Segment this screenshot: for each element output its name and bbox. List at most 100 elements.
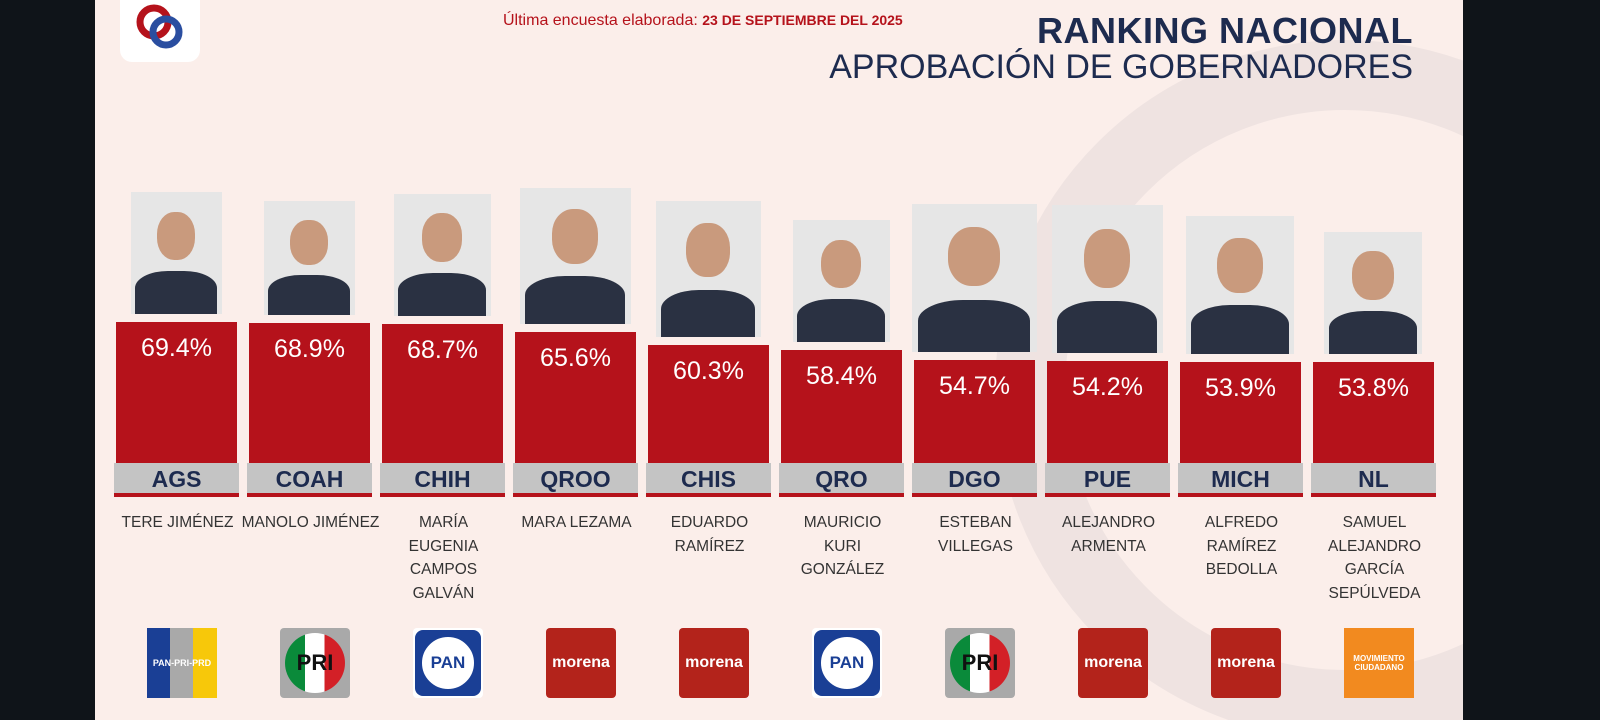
face bbox=[1217, 237, 1263, 293]
suit bbox=[917, 299, 1031, 352]
bar-value-label: 53.8% bbox=[1338, 373, 1409, 402]
state-label: PUE bbox=[1045, 463, 1170, 497]
state-label: COAH bbox=[247, 463, 372, 497]
pri-emblem: PRI bbox=[950, 633, 1010, 693]
bar-value-label: 65.6% bbox=[540, 343, 611, 372]
bar-value-label: 54.7% bbox=[939, 371, 1010, 400]
governor-photo bbox=[655, 201, 761, 338]
face bbox=[156, 211, 196, 261]
bar: 68.7% bbox=[382, 323, 503, 463]
governor-name: TERE JIMÉNEZ bbox=[121, 514, 234, 531]
governor-photo bbox=[519, 187, 631, 324]
governor-photo bbox=[1324, 231, 1422, 354]
face bbox=[289, 219, 329, 266]
pan-emblem: PAN bbox=[415, 630, 481, 696]
face bbox=[947, 227, 1001, 287]
governor-photo bbox=[1051, 204, 1163, 353]
bar: 54.7% bbox=[914, 359, 1035, 463]
survey-date-line: Última encuesta elaborada: 23 DE SEPTIEM… bbox=[503, 12, 903, 30]
governor-name: ESTEBAN VILLEGAS bbox=[938, 514, 1013, 555]
bar: 60.3% bbox=[648, 345, 769, 463]
face bbox=[820, 239, 862, 289]
pri-emblem: PRI bbox=[285, 633, 345, 693]
bar: 53.9% bbox=[1180, 361, 1301, 463]
brand-logo-icon bbox=[136, 4, 183, 49]
governor-name: SAMUEL ALEJANDRO GARCÍA SEPÚLVEDA bbox=[1327, 514, 1422, 602]
column-chis: 60.3% CHIS EDUARDO RAMÍREZ morena bbox=[627, 0, 771, 720]
state-label: MICH bbox=[1178, 463, 1303, 497]
state-label: AGS bbox=[114, 463, 239, 497]
face bbox=[421, 213, 463, 263]
column-coah: 68.9% COAH MANOLO JIMÉNEZ PRI bbox=[228, 0, 379, 720]
pan-emblem-circle: PAN bbox=[419, 634, 477, 692]
bar-value-label: 58.4% bbox=[806, 362, 877, 391]
bar: 53.8% bbox=[1313, 361, 1434, 463]
bar-value-label: 68.9% bbox=[274, 335, 345, 364]
column-nl: 53.8% NL SAMUEL ALEJANDRO GARCÍA SEPÚLVEDA… bbox=[1292, 0, 1436, 720]
bar: 68.9% bbox=[249, 323, 370, 463]
governor-name: EDUARDO RAMÍREZ bbox=[670, 514, 749, 555]
column-mich: 53.9% MICH ALFREDO RAMÍREZ BEDOLLA morena bbox=[1159, 0, 1303, 720]
page-subtitle: APROBACIÓN DE GOBERNADORES bbox=[829, 48, 1413, 86]
bar-value-label: 54.2% bbox=[1072, 372, 1143, 401]
governor-name: MARÍA EUGENIA CAMPOS GALVÁN bbox=[408, 514, 479, 602]
party-logo-pri: PRI bbox=[280, 628, 350, 698]
pan-emblem-circle: PAN bbox=[818, 634, 876, 692]
page-title: RANKING NACIONAL bbox=[1037, 10, 1413, 51]
infographic: Última encuesta elaborada: 23 DE SEPTIEM… bbox=[95, 0, 1463, 720]
suit bbox=[135, 271, 217, 314]
party-logo-pan: PAN bbox=[812, 628, 882, 698]
column-dgo: 54.7% DGO ESTEBAN VILLEGAS PRI bbox=[893, 0, 1037, 720]
suit bbox=[525, 276, 625, 324]
party-logo-movimiento-ciudadano: MOVIMIENTO CIUDADANO bbox=[1344, 628, 1414, 698]
column-chih: 68.7% CHIH MARÍA EUGENIA CAMPOS GALVÁN PAN bbox=[361, 0, 505, 720]
brand-logo bbox=[120, 0, 200, 62]
face bbox=[1352, 251, 1394, 301]
state-label: QROO bbox=[513, 463, 638, 497]
bar-value-label: 53.9% bbox=[1205, 373, 1276, 402]
bar: 58.4% bbox=[781, 350, 902, 463]
column-qroo: 65.6% QROO MARA LEZAMA morena bbox=[494, 0, 638, 720]
bar-value-label: 69.4% bbox=[141, 334, 212, 362]
governor-photo bbox=[1186, 215, 1294, 354]
bar: 65.6% bbox=[515, 331, 636, 463]
suit bbox=[1328, 311, 1418, 354]
column-qro: 58.4% QRO MAURICIO KURI GONZÁLEZ PAN bbox=[760, 0, 904, 720]
bar-value-label: 60.3% bbox=[673, 357, 744, 386]
state-label: NL bbox=[1311, 463, 1436, 497]
suit bbox=[398, 273, 486, 316]
suit bbox=[268, 275, 350, 316]
survey-date: 23 DE SEPTIEMBRE DEL 2025 bbox=[702, 12, 903, 28]
survey-label: Última encuesta elaborada: bbox=[503, 12, 698, 29]
governor-name: MARA LEZAMA bbox=[521, 514, 632, 531]
governor-name: MANOLO JIMÉNEZ bbox=[241, 514, 380, 531]
state-label: DGO bbox=[912, 463, 1037, 497]
governor-name: MAURICIO KURI GONZÁLEZ bbox=[800, 514, 885, 578]
face bbox=[685, 223, 731, 278]
party-logo-pan-pri-prd: PAN-PRI-PRD bbox=[147, 628, 217, 698]
party-logo-morena: morena bbox=[1078, 628, 1148, 698]
governor-photo bbox=[911, 203, 1037, 352]
face bbox=[1083, 228, 1131, 288]
governor-photo bbox=[130, 192, 222, 314]
column-ags: 69.4% AGS TERE JIMÉNEZ PAN-PRI-PRD bbox=[95, 0, 239, 720]
party-logo-pri: PRI bbox=[945, 628, 1015, 698]
suit bbox=[1191, 305, 1289, 354]
party-logo-pan: PAN bbox=[413, 628, 483, 698]
pan-emblem: PAN bbox=[814, 630, 880, 696]
governor-name: ALEJANDRO ARMENTA bbox=[1061, 514, 1156, 555]
state-label: CHIH bbox=[380, 463, 505, 497]
governor-photo bbox=[393, 193, 491, 316]
party-logo-morena: morena bbox=[546, 628, 616, 698]
party-logo-morena: morena bbox=[679, 628, 749, 698]
governor-photo bbox=[263, 201, 355, 316]
bar-value-label: 68.7% bbox=[407, 335, 478, 364]
bar: 54.2% bbox=[1047, 360, 1168, 463]
column-pue: 54.2% PUE ALEJANDRO ARMENTA morena bbox=[1026, 0, 1170, 720]
governor-photo bbox=[792, 220, 890, 343]
suit bbox=[797, 299, 885, 343]
party-logo-morena: morena bbox=[1211, 628, 1281, 698]
bar: 69.4% bbox=[116, 322, 237, 463]
governor-name: ALFREDO RAMÍREZ BEDOLLA bbox=[1204, 514, 1279, 578]
state-label: CHIS bbox=[646, 463, 771, 497]
